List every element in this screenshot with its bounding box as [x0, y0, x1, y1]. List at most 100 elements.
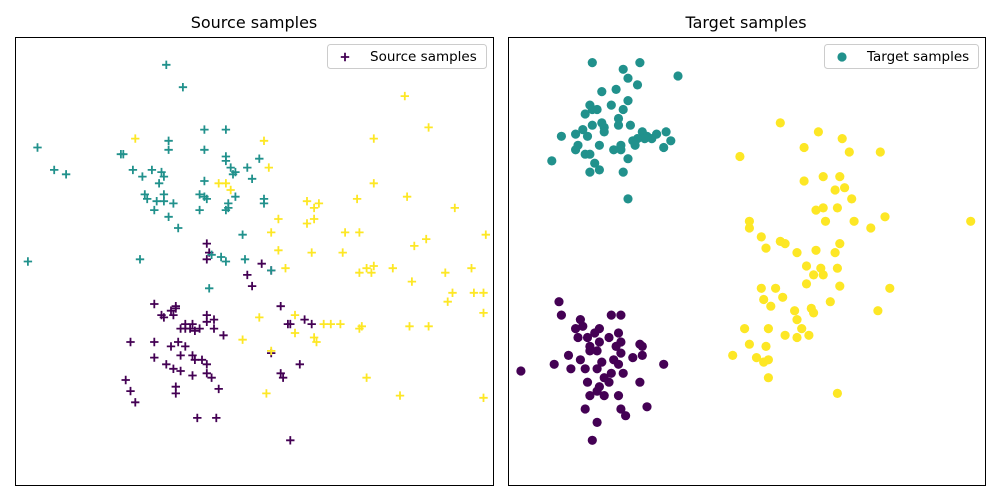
- data-point: [369, 134, 378, 143]
- data-point: [422, 234, 431, 244]
- data-point: [267, 266, 276, 275]
- data-point: [200, 176, 209, 186]
- data-point: [221, 156, 231, 166]
- data-point: [336, 319, 345, 329]
- data-point: [766, 301, 776, 311]
- data-point: [832, 263, 843, 273]
- data-point: [744, 339, 755, 349]
- data-point: [410, 241, 419, 251]
- data-point: [171, 389, 180, 398]
- data-point: [362, 264, 371, 273]
- data-point: [792, 248, 802, 258]
- data-point: [207, 250, 216, 259]
- data-point: [278, 373, 288, 382]
- data-point: [200, 125, 209, 134]
- data-point: [295, 360, 304, 369]
- data-point: [587, 58, 597, 68]
- data-point: [61, 170, 71, 179]
- data-point: [174, 337, 183, 347]
- data-point: [616, 145, 626, 155]
- data-point: [594, 165, 605, 175]
- data-point: [618, 64, 628, 74]
- data-point: [174, 223, 183, 233]
- data-point: [642, 402, 652, 412]
- data-point: [625, 120, 636, 130]
- data-point: [818, 172, 828, 182]
- data-point: [616, 348, 626, 358]
- data-point: [830, 185, 840, 195]
- data-point: [571, 129, 581, 139]
- data-point: [135, 255, 145, 264]
- data-point: [659, 142, 669, 153]
- data-point: [609, 145, 619, 155]
- data-point: [592, 364, 602, 374]
- data-point: [247, 174, 257, 183]
- data-point: [481, 230, 490, 239]
- data-point: [50, 165, 59, 175]
- data-point: [628, 353, 638, 363]
- data-point: [219, 331, 228, 340]
- data-point: [150, 205, 159, 215]
- data-point: [150, 299, 159, 309]
- data-point: [441, 268, 450, 277]
- data-point: [673, 71, 683, 81]
- data-point: [259, 199, 269, 208]
- data-point: [618, 368, 628, 378]
- data-point: [221, 205, 231, 215]
- data-point: [352, 194, 362, 204]
- data-point: [143, 194, 152, 204]
- data-point: [243, 163, 252, 172]
- target-legend-marker: [837, 52, 847, 62]
- data-point: [580, 404, 590, 414]
- data-point: [835, 239, 845, 249]
- data-point: [309, 214, 319, 224]
- data-point: [613, 328, 624, 338]
- data-point: [775, 118, 785, 128]
- data-point: [448, 288, 457, 297]
- data-point: [573, 332, 583, 343]
- data-point: [138, 172, 147, 181]
- data-point: [240, 255, 250, 264]
- data-point: [162, 360, 171, 369]
- data-point: [597, 87, 607, 97]
- data-point: [424, 123, 433, 132]
- data-point: [302, 219, 312, 228]
- data-point: [578, 125, 588, 135]
- data-point: [735, 151, 745, 162]
- data-point: [314, 199, 324, 208]
- data-point: [395, 391, 405, 400]
- data-point: [623, 194, 633, 204]
- data-point: [150, 337, 159, 347]
- data-point: [582, 332, 593, 343]
- source-panel: Source samples Source samples: [15, 13, 494, 486]
- data-point: [637, 350, 647, 360]
- data-point: [606, 368, 616, 378]
- data-point: [549, 359, 559, 369]
- data-point: [131, 398, 140, 407]
- source-panel-title: Source samples: [191, 13, 318, 32]
- data-point: [797, 324, 807, 334]
- data-point: [319, 319, 328, 329]
- data-point: [740, 324, 750, 334]
- data-point: [221, 179, 231, 188]
- data-point: [592, 346, 602, 356]
- data-point: [197, 355, 207, 364]
- data-point: [575, 355, 586, 365]
- data-point: [763, 373, 774, 383]
- data-point: [467, 264, 476, 273]
- data-point: [369, 261, 378, 271]
- data-point: [164, 145, 173, 154]
- data-point: [759, 294, 769, 305]
- data-point: [847, 194, 857, 204]
- data-point: [775, 236, 785, 246]
- data-point: [169, 364, 178, 373]
- target-plot-frame: [508, 37, 986, 486]
- data-point: [830, 248, 840, 258]
- data-point: [166, 306, 176, 315]
- data-point: [214, 384, 223, 394]
- data-point: [267, 346, 276, 356]
- data-point: [238, 335, 247, 344]
- data-point: [140, 190, 149, 199]
- data-point: [362, 373, 371, 382]
- data-point: [195, 324, 204, 333]
